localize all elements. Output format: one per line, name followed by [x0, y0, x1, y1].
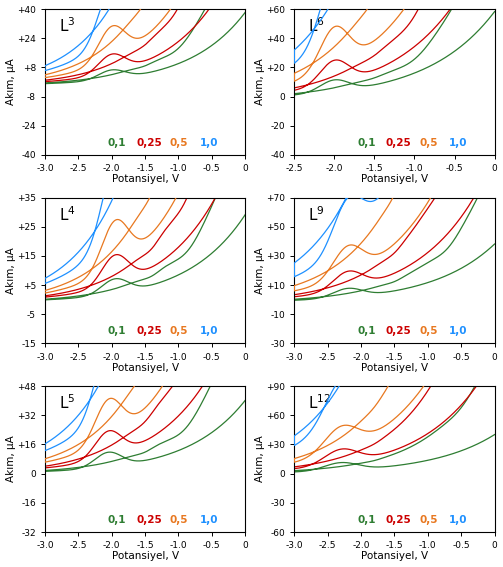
Text: 0,1: 0,1 — [108, 515, 126, 524]
Text: 0,5: 0,5 — [420, 326, 438, 336]
Text: 1,0: 1,0 — [449, 515, 468, 524]
Text: 0,1: 0,1 — [357, 138, 376, 147]
Text: $\mathrm{L}^{5}$: $\mathrm{L}^{5}$ — [59, 393, 75, 412]
Text: $\mathrm{L}^{6}$: $\mathrm{L}^{6}$ — [308, 16, 325, 35]
Text: 0,25: 0,25 — [136, 138, 162, 147]
Text: 0,5: 0,5 — [420, 515, 438, 524]
X-axis label: Potansiyel, V: Potansiyel, V — [112, 552, 179, 561]
Text: $\mathrm{L}^{3}$: $\mathrm{L}^{3}$ — [59, 16, 75, 35]
Text: 0,5: 0,5 — [170, 326, 188, 336]
X-axis label: Potansiyel, V: Potansiyel, V — [361, 363, 428, 373]
Text: 0,25: 0,25 — [386, 515, 411, 524]
Text: 1,0: 1,0 — [449, 138, 468, 147]
Text: 0,5: 0,5 — [420, 138, 438, 147]
Text: 0,25: 0,25 — [136, 326, 162, 336]
X-axis label: Potansiyel, V: Potansiyel, V — [112, 363, 179, 373]
Text: 0,25: 0,25 — [386, 138, 411, 147]
Y-axis label: Akım, μA: Akım, μA — [255, 435, 265, 483]
Text: 0,25: 0,25 — [386, 326, 411, 336]
Text: $\mathrm{L}^{4}$: $\mathrm{L}^{4}$ — [59, 205, 76, 223]
X-axis label: Potansiyel, V: Potansiyel, V — [361, 175, 428, 184]
Text: 0,1: 0,1 — [108, 138, 126, 147]
Text: 1,0: 1,0 — [200, 326, 218, 336]
Text: 1,0: 1,0 — [200, 515, 218, 524]
Text: $\mathrm{L}^{12}$: $\mathrm{L}^{12}$ — [308, 393, 331, 412]
Text: $\mathrm{L}^{9}$: $\mathrm{L}^{9}$ — [308, 205, 325, 223]
Text: 0,1: 0,1 — [357, 326, 376, 336]
Text: 0,25: 0,25 — [136, 515, 162, 524]
Y-axis label: Akım, μA: Akım, μA — [6, 435, 16, 483]
X-axis label: Potansiyel, V: Potansiyel, V — [112, 175, 179, 184]
Y-axis label: Akım, μA: Akım, μA — [255, 247, 265, 294]
Text: 1,0: 1,0 — [449, 326, 468, 336]
Y-axis label: Akım, μA: Akım, μA — [255, 58, 265, 105]
Text: 0,5: 0,5 — [170, 138, 188, 147]
X-axis label: Potansiyel, V: Potansiyel, V — [361, 552, 428, 561]
Text: 0,1: 0,1 — [357, 515, 376, 524]
Text: 0,5: 0,5 — [170, 515, 188, 524]
Text: 0,1: 0,1 — [108, 326, 126, 336]
Y-axis label: Akım, μA: Akım, μA — [6, 247, 16, 294]
Y-axis label: Akım, μA: Akım, μA — [6, 58, 16, 105]
Text: 1,0: 1,0 — [200, 138, 218, 147]
